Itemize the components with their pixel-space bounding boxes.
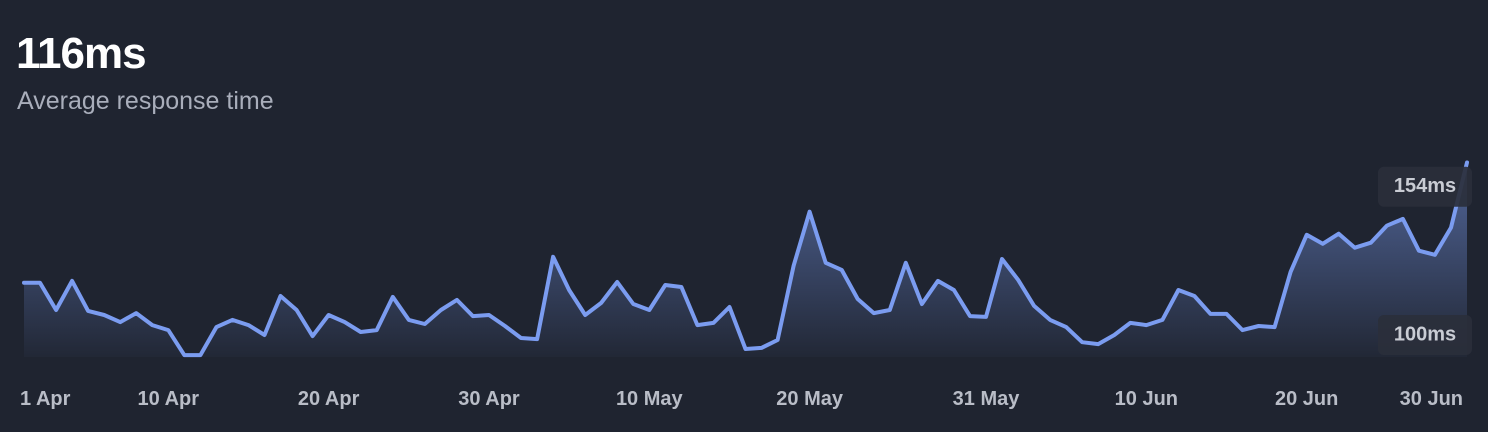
y-tick-label: 100ms bbox=[1394, 323, 1456, 345]
y-tick-badge bbox=[1378, 166, 1472, 207]
x-tick-label: 10 May bbox=[616, 388, 684, 410]
chart-subtitle: Average response time bbox=[17, 87, 274, 115]
y-tick-badge bbox=[1378, 315, 1472, 356]
x-tick-label: 1 Apr bbox=[20, 388, 71, 410]
x-tick-label: 10 Jun bbox=[1115, 388, 1178, 410]
x-tick-label: 20 May bbox=[776, 388, 844, 410]
area bbox=[24, 162, 1467, 357]
x-tick-label: 30 Jun bbox=[1400, 388, 1463, 410]
y-tick-label: 154ms bbox=[1394, 175, 1456, 197]
x-tick-label: 10 Apr bbox=[138, 388, 200, 410]
chart-title: 116ms bbox=[16, 29, 146, 78]
x-tick-label: 20 Apr bbox=[298, 388, 360, 410]
x-tick-label: 20 Jun bbox=[1275, 388, 1338, 410]
line bbox=[22, 160, 1469, 358]
x-tick-label: 30 Apr bbox=[458, 388, 520, 410]
x-tick-label: 31 May bbox=[953, 388, 1021, 410]
